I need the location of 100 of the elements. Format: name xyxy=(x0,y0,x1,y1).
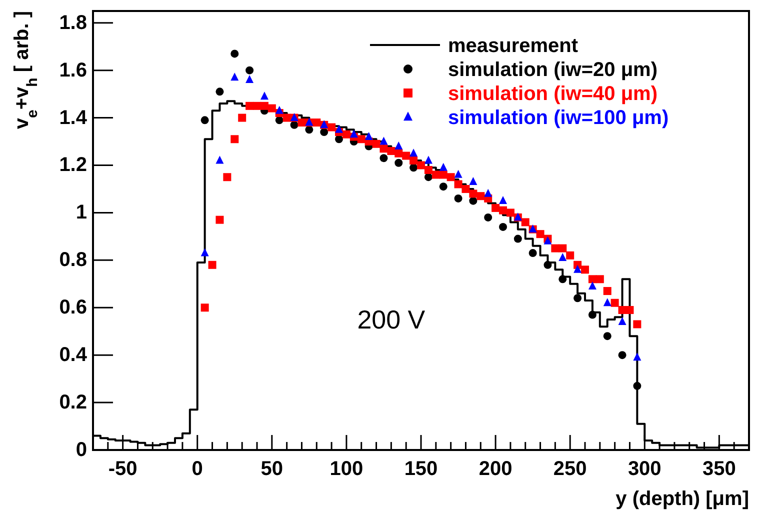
point xyxy=(268,104,276,112)
point xyxy=(216,216,224,224)
point xyxy=(364,132,373,140)
point xyxy=(603,332,612,340)
point xyxy=(223,173,232,182)
point xyxy=(216,156,224,164)
point xyxy=(633,382,642,390)
legend-label: simulation (iw=40 μm) xyxy=(448,83,658,105)
annotation: 200 V xyxy=(357,304,426,335)
point xyxy=(514,234,522,243)
point xyxy=(200,248,209,256)
y-tick-label: 1.6 xyxy=(59,59,87,82)
point xyxy=(275,106,284,114)
x-tick-label: 300 xyxy=(628,458,662,480)
point xyxy=(610,298,619,307)
x-axis-title: y (depth) [μm] xyxy=(616,488,749,510)
legend-label: simulation (iw=20 μm) xyxy=(448,59,658,81)
point xyxy=(506,208,514,217)
point xyxy=(305,126,314,134)
y-tick-label: 0.2 xyxy=(59,392,87,414)
point xyxy=(335,124,343,133)
point xyxy=(499,222,507,231)
point xyxy=(544,260,552,269)
legend-label: measurement xyxy=(448,35,578,57)
point xyxy=(298,118,306,127)
point xyxy=(439,182,448,191)
point xyxy=(424,156,432,164)
point xyxy=(469,177,478,186)
point xyxy=(402,152,410,160)
point xyxy=(558,244,567,252)
point xyxy=(476,192,485,200)
point xyxy=(588,281,596,290)
point xyxy=(380,136,388,145)
point xyxy=(246,66,254,74)
point xyxy=(462,184,470,193)
point xyxy=(230,135,239,144)
point xyxy=(216,88,224,96)
point xyxy=(588,275,596,284)
y-tick-label: 1.8 xyxy=(59,12,87,34)
point xyxy=(246,102,254,110)
x-tick-label: -50 xyxy=(108,458,138,480)
point xyxy=(574,264,582,273)
point xyxy=(350,130,358,138)
point xyxy=(558,275,567,284)
point xyxy=(410,164,418,172)
point xyxy=(446,173,455,182)
point xyxy=(424,173,432,182)
point xyxy=(633,352,642,361)
y-tick-label: 0 xyxy=(76,439,87,461)
point xyxy=(246,75,254,84)
point xyxy=(633,320,642,328)
point xyxy=(499,196,507,204)
point xyxy=(312,118,321,127)
point xyxy=(328,123,336,132)
y-tick-label: 1.2 xyxy=(59,154,87,176)
point xyxy=(320,128,328,136)
point xyxy=(596,275,604,284)
y-tick-label: 0.6 xyxy=(59,296,87,319)
point xyxy=(432,170,440,179)
x-tick-label: 50 xyxy=(260,458,284,480)
point xyxy=(335,135,343,144)
point xyxy=(566,251,574,260)
point xyxy=(603,287,612,296)
legend-label: simulation (iw=100 μm) xyxy=(448,107,669,129)
point xyxy=(618,351,626,360)
y-tick-label: 1 xyxy=(76,202,87,224)
point xyxy=(260,92,268,100)
point xyxy=(521,218,530,226)
point xyxy=(410,148,418,157)
x-tick-label: 350 xyxy=(702,458,736,480)
point xyxy=(551,244,560,252)
point xyxy=(603,298,612,306)
point xyxy=(200,304,209,312)
y-tick-label: 0.4 xyxy=(59,344,88,366)
point xyxy=(230,72,239,81)
x-tick-label: 200 xyxy=(478,458,512,480)
point xyxy=(454,194,462,202)
point xyxy=(618,317,626,326)
point xyxy=(469,190,478,198)
x-tick-label: 100 xyxy=(330,458,364,480)
point xyxy=(528,249,537,258)
point xyxy=(208,260,216,269)
point xyxy=(282,114,291,122)
point xyxy=(469,196,478,205)
point xyxy=(238,114,246,122)
y-tick-label: 0.8 xyxy=(59,249,87,272)
x-tick-label: 250 xyxy=(553,458,587,480)
point xyxy=(574,294,582,302)
point xyxy=(626,306,634,314)
point xyxy=(454,170,462,178)
point xyxy=(588,310,596,319)
point xyxy=(417,161,425,170)
x-tick-label: 150 xyxy=(404,458,438,480)
point xyxy=(275,116,284,124)
point xyxy=(394,158,403,167)
point xyxy=(581,266,589,274)
point xyxy=(342,130,350,138)
point xyxy=(410,156,418,164)
point xyxy=(484,213,492,222)
point xyxy=(372,140,380,148)
